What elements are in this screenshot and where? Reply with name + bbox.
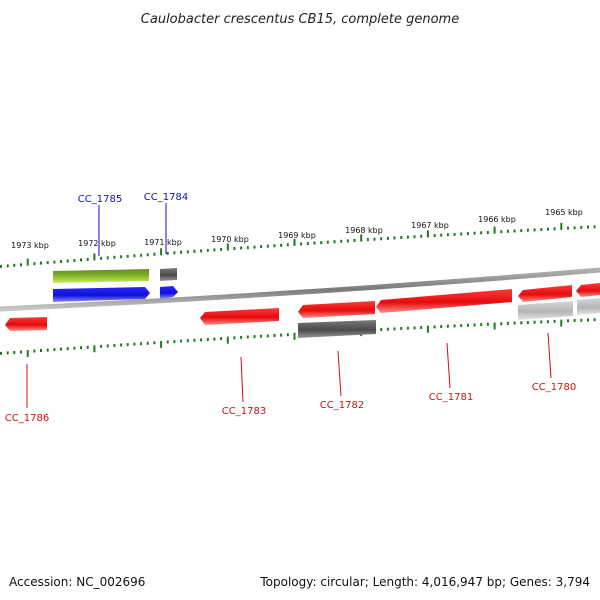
gene-cc1780-arrow[interactable] [518, 285, 572, 302]
scale-label-1968kbp: 1968 kbp [345, 226, 383, 235]
scale-label-1971kbp: 1971 kbp [144, 238, 182, 247]
scale-label-1972kbp: 1972 kbp [78, 239, 116, 248]
gene-cc1786-arrow[interactable] [5, 317, 47, 331]
gene-label-cc1780[interactable]: CC_1780 [532, 382, 576, 393]
gene-label-cc1785[interactable]: CC_1785 [78, 194, 122, 205]
gene-label-cc1781[interactable]: CC_1781 [429, 392, 473, 403]
leader-cc1780 [547, 332, 552, 379]
gene-label-cc1782[interactable]: CC_1782 [320, 400, 364, 411]
gene-cc1781-arrow[interactable] [376, 289, 512, 313]
leader-cc1783 [240, 356, 244, 403]
gene-label-cc1784[interactable]: CC_1784 [144, 192, 188, 203]
leader-cc1782 [337, 350, 342, 397]
genome-title: Caulobacter crescentus CB15, complete ge… [141, 12, 459, 27]
scale-label-1966kbp: 1966 kbp [478, 215, 516, 224]
gene-feature-cc1784-dark[interactable] [160, 268, 177, 281]
gene-cc1784-arrow[interactable] [160, 286, 178, 299]
genome-summary-text: Topology: circular; Length: 4,016,947 bp… [259, 575, 590, 589]
genome-backbone [0, 267, 600, 312]
scale-label-1970kbp: 1970 kbp [211, 235, 249, 244]
scale-label-1967kbp: 1967 kbp [411, 221, 449, 230]
accession-text: Accession: NC_002696 [9, 575, 145, 589]
scale-label-1969kbp: 1969 kbp [278, 231, 316, 240]
gene-cc1782-arrow[interactable] [298, 301, 375, 318]
outer-scale-track [0, 223, 596, 268]
label-leaders [26, 203, 552, 408]
leader-cc1781 [446, 342, 451, 389]
gene-next-arrow[interactable] [576, 283, 600, 297]
gene-feature-cc1782-dark[interactable] [298, 320, 376, 338]
scale-label-1965kbp: 1965 kbp [545, 208, 583, 217]
gene-feature-next-light[interactable] [577, 298, 600, 315]
scale-labels: 1973 kbp 1972 kbp 1971 kbp 1970 kbp 1969… [11, 208, 583, 250]
gene-label-cc1783[interactable]: CC_1783 [222, 406, 266, 417]
scale-label-1973kbp: 1973 kbp [11, 241, 49, 250]
gene-cc1783-arrow[interactable] [200, 308, 279, 325]
gene-feature-cc1780-light[interactable] [518, 301, 573, 320]
gene-feature-green-rna[interactable] [53, 269, 149, 283]
gene-label-cc1786[interactable]: CC_1786 [5, 413, 49, 424]
inner-scale-track [0, 318, 596, 357]
gene-cc1785-arrow[interactable] [53, 287, 150, 302]
